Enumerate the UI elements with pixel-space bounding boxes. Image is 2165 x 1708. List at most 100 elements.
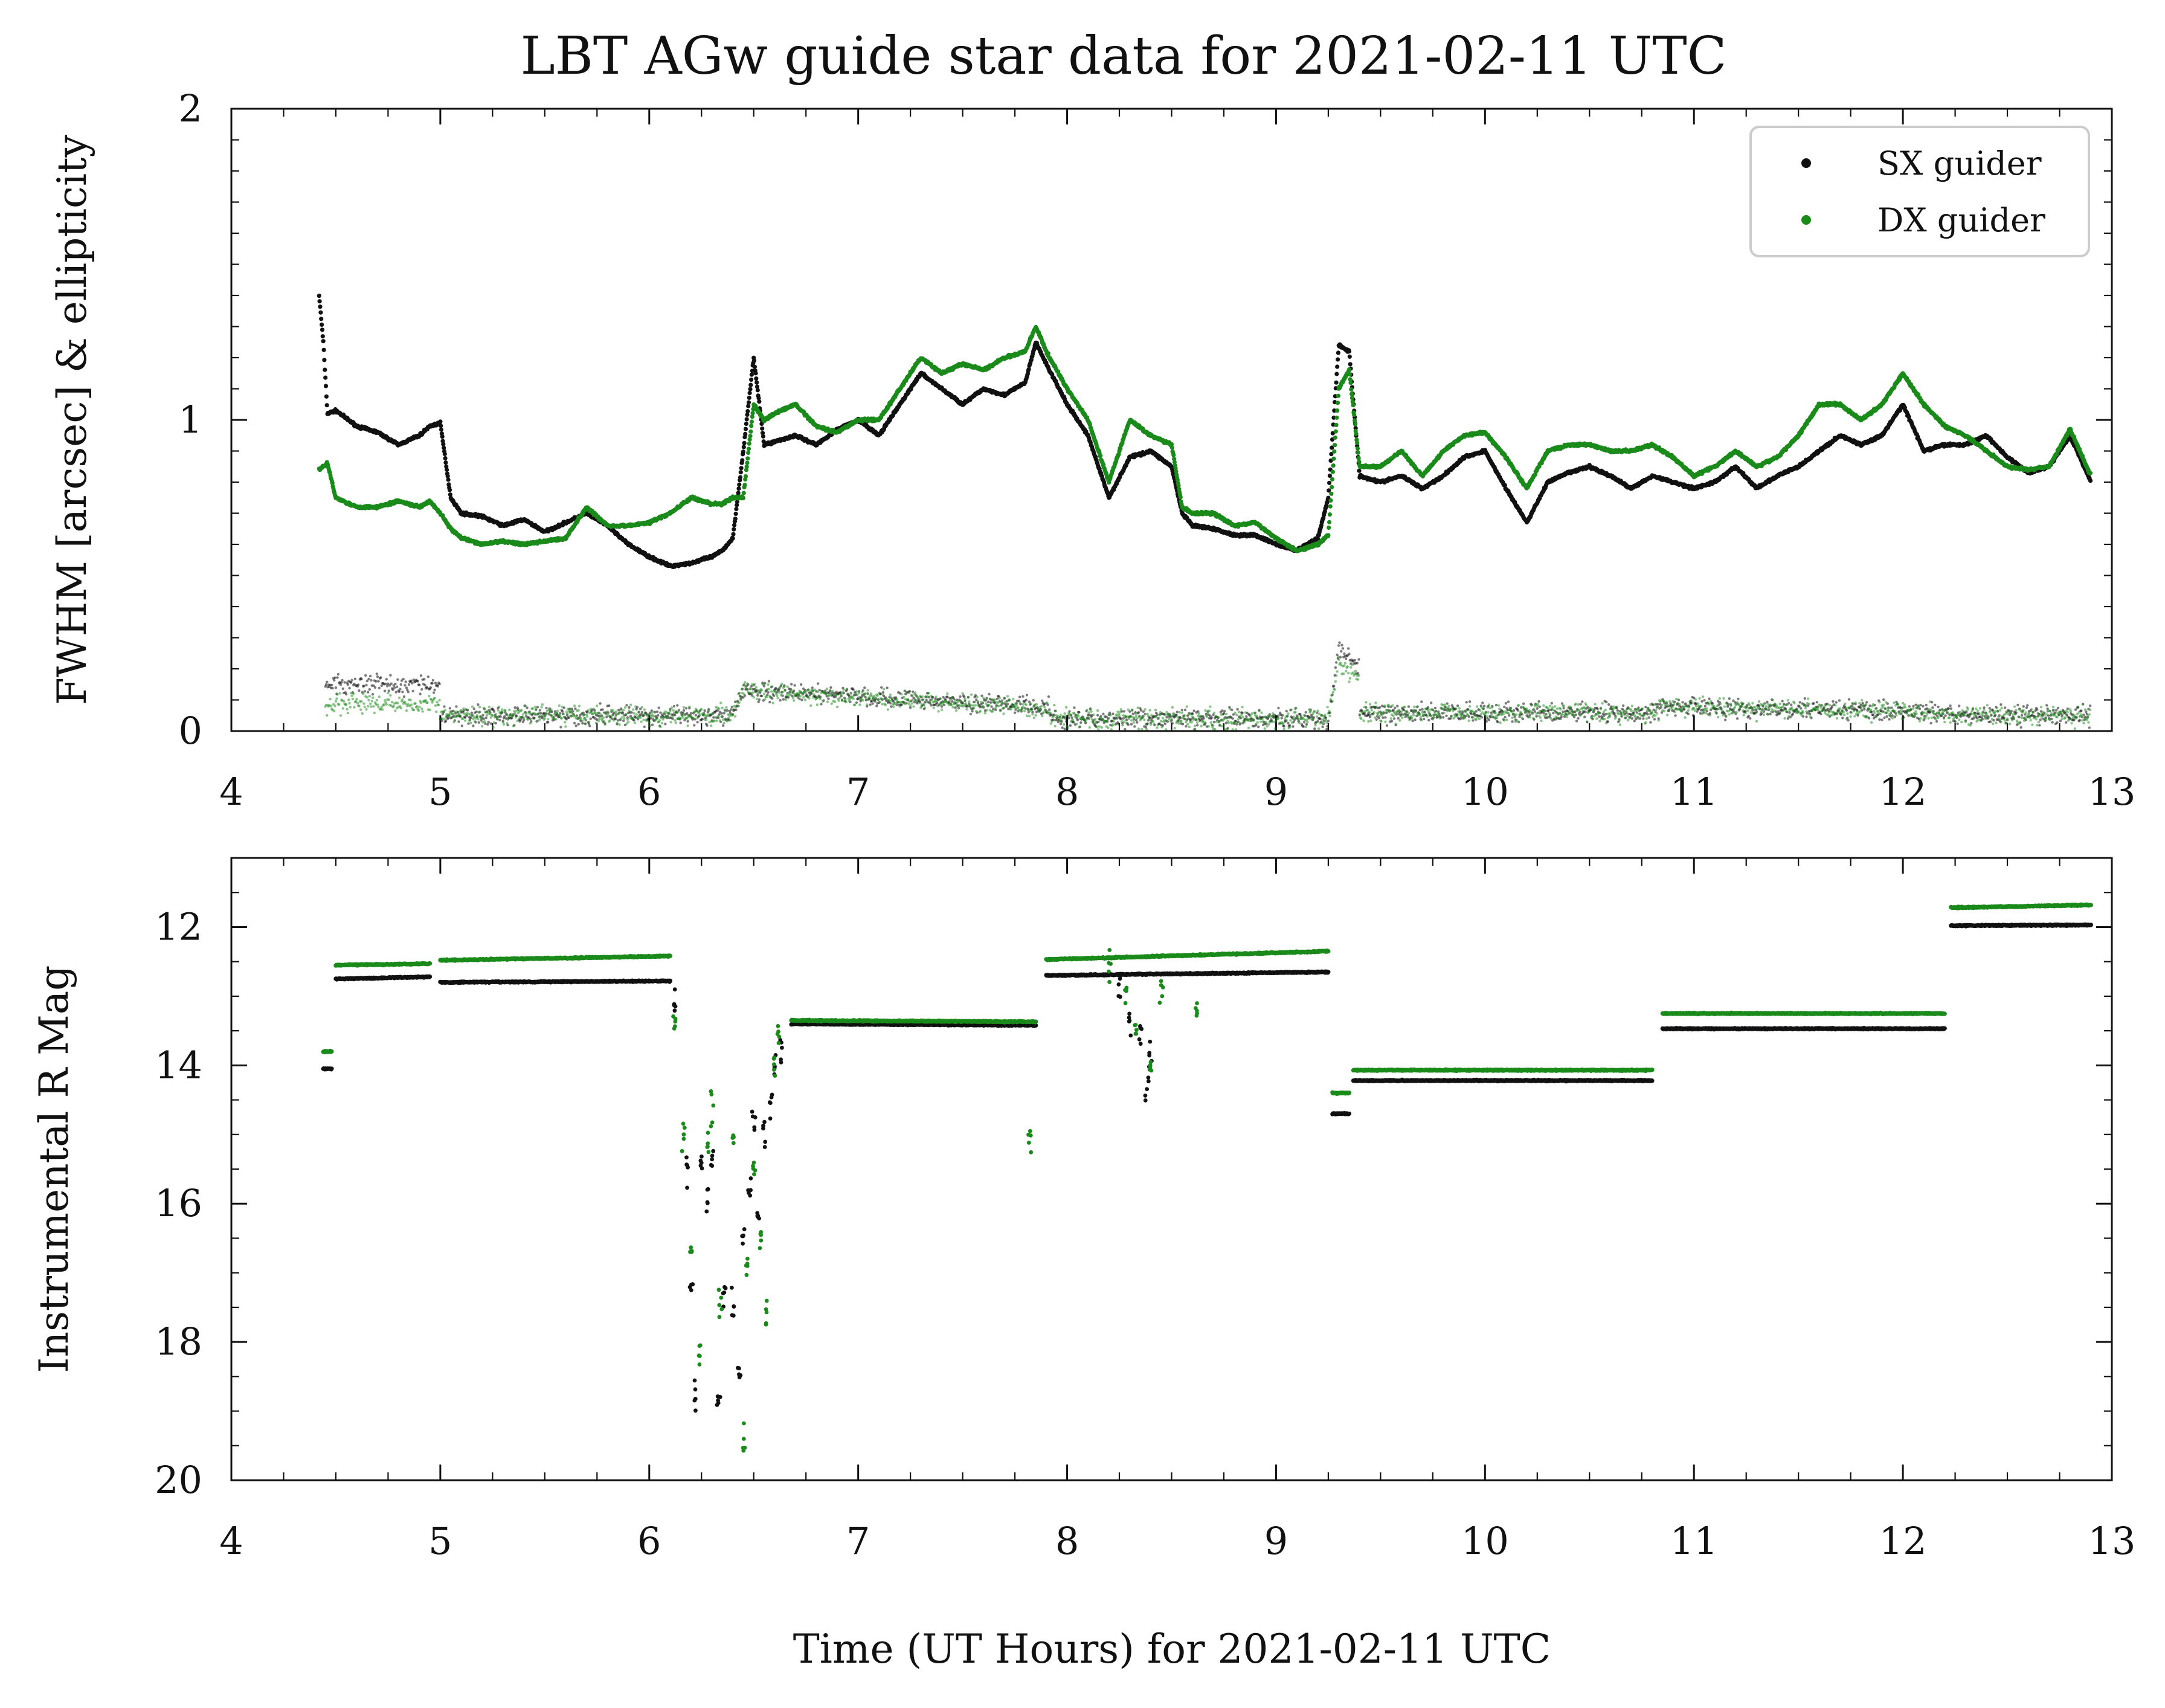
point bbox=[744, 417, 749, 422]
point bbox=[440, 434, 445, 439]
point bbox=[744, 421, 748, 427]
point bbox=[1357, 468, 1362, 473]
point bbox=[445, 474, 450, 479]
point bbox=[732, 527, 736, 532]
point bbox=[320, 322, 324, 327]
point bbox=[446, 477, 451, 482]
point bbox=[1327, 473, 1332, 479]
point bbox=[743, 431, 748, 437]
point bbox=[742, 483, 747, 488]
point bbox=[749, 424, 754, 428]
point bbox=[741, 445, 746, 450]
point bbox=[732, 523, 737, 527]
point bbox=[754, 376, 759, 381]
point bbox=[318, 310, 323, 315]
point bbox=[730, 536, 735, 541]
point bbox=[321, 339, 326, 344]
point bbox=[439, 427, 444, 432]
point bbox=[754, 380, 759, 385]
point bbox=[746, 450, 751, 456]
point bbox=[748, 434, 753, 439]
point bbox=[746, 446, 751, 451]
point bbox=[750, 411, 755, 416]
point bbox=[2088, 479, 2093, 483]
point bbox=[319, 317, 324, 321]
point bbox=[443, 460, 448, 465]
point bbox=[749, 377, 754, 382]
point bbox=[738, 470, 743, 475]
point bbox=[738, 475, 743, 480]
point bbox=[743, 474, 748, 479]
point bbox=[1334, 380, 1339, 385]
point bbox=[731, 532, 736, 537]
point bbox=[745, 456, 750, 461]
point bbox=[751, 358, 757, 363]
point bbox=[736, 486, 741, 491]
point bbox=[752, 364, 757, 369]
point bbox=[438, 419, 443, 424]
point bbox=[442, 451, 447, 457]
point bbox=[756, 396, 761, 401]
point bbox=[747, 390, 752, 396]
point bbox=[737, 482, 742, 487]
point bbox=[743, 427, 748, 431]
point bbox=[735, 503, 739, 508]
point bbox=[740, 458, 745, 463]
point bbox=[747, 395, 751, 401]
point bbox=[741, 495, 745, 501]
point bbox=[1334, 372, 1339, 376]
point bbox=[324, 394, 329, 399]
point bbox=[318, 305, 323, 309]
point bbox=[323, 375, 328, 380]
point bbox=[441, 442, 446, 446]
point bbox=[733, 517, 738, 521]
fwhm-panel-data bbox=[317, 294, 2093, 731]
point bbox=[323, 367, 327, 372]
point bbox=[439, 424, 443, 428]
point bbox=[757, 399, 762, 404]
point bbox=[741, 450, 745, 454]
point bbox=[736, 491, 741, 495]
point bbox=[321, 347, 326, 352]
point bbox=[448, 492, 453, 497]
point bbox=[739, 466, 744, 471]
point bbox=[320, 334, 325, 339]
point bbox=[317, 294, 321, 298]
point bbox=[323, 384, 329, 388]
point bbox=[446, 482, 451, 487]
point bbox=[443, 456, 448, 461]
point bbox=[320, 327, 325, 332]
point bbox=[442, 445, 446, 450]
point bbox=[317, 299, 322, 304]
point bbox=[755, 388, 760, 393]
point bbox=[741, 491, 746, 495]
point bbox=[322, 358, 327, 363]
point bbox=[745, 409, 750, 414]
point bbox=[444, 464, 449, 469]
point bbox=[745, 460, 750, 465]
point bbox=[1348, 362, 1353, 367]
point bbox=[749, 372, 754, 377]
point bbox=[1336, 350, 1340, 355]
point bbox=[748, 382, 753, 387]
point bbox=[445, 467, 449, 472]
chart-title: LBT AGw guide star data for 2021-02-11 U… bbox=[521, 26, 1727, 86]
point bbox=[324, 403, 329, 408]
point bbox=[761, 434, 765, 439]
point bbox=[746, 404, 751, 408]
point bbox=[734, 506, 739, 512]
fwhm-series-sx bbox=[317, 294, 2093, 570]
point bbox=[748, 387, 753, 392]
point bbox=[1336, 357, 1340, 362]
point bbox=[1335, 364, 1340, 369]
point bbox=[744, 465, 749, 469]
point bbox=[746, 400, 751, 405]
point bbox=[760, 426, 765, 431]
point bbox=[1346, 349, 1352, 354]
point bbox=[447, 488, 452, 492]
point bbox=[742, 440, 747, 445]
point bbox=[760, 431, 765, 436]
point bbox=[749, 419, 754, 424]
